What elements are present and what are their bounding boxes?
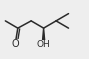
Text: O: O <box>11 39 19 50</box>
Text: OH: OH <box>37 40 50 49</box>
Polygon shape <box>42 28 45 44</box>
